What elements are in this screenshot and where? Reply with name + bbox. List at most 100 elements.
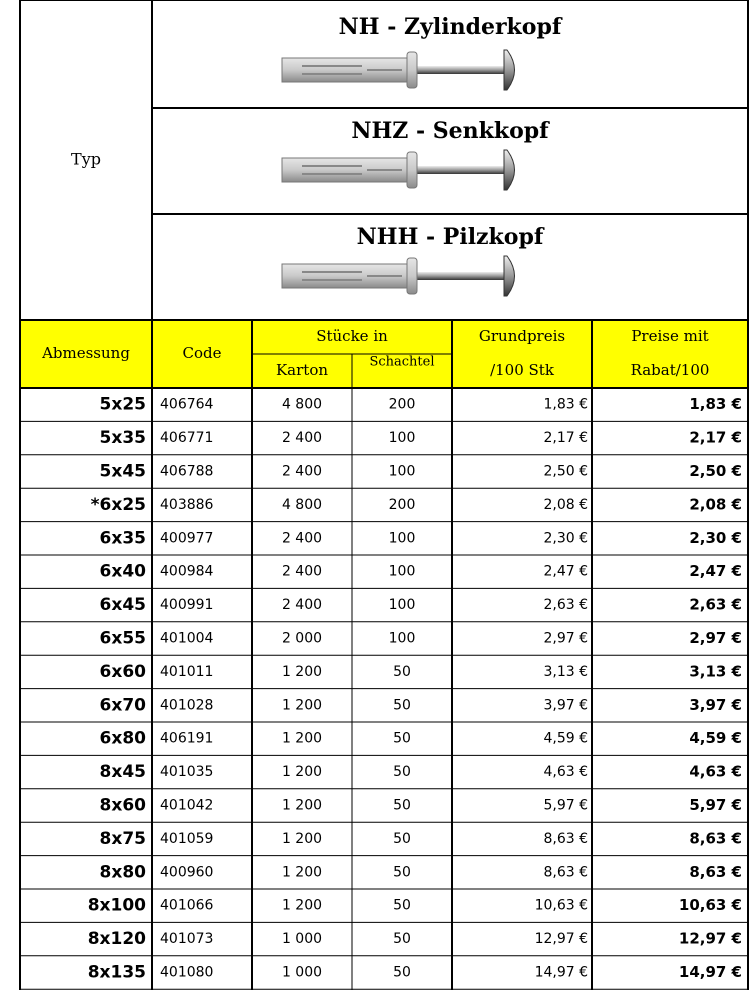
code: 406764: [160, 397, 214, 413]
column-header: Rabat/100: [631, 361, 710, 379]
base-price: 14,97 €: [535, 965, 588, 981]
carton-qty: 2 400: [282, 430, 322, 446]
box-qty: 50: [393, 965, 411, 981]
dimension: 8x60: [100, 796, 147, 816]
dimension: 8x75: [100, 829, 146, 849]
box-qty: 50: [393, 664, 411, 680]
carton-qty: 1 200: [282, 764, 322, 780]
dimension: 8x120: [88, 929, 146, 949]
discount-price: 14,97 €: [679, 963, 742, 981]
dimension: 6x80: [100, 729, 147, 749]
box-qty: 100: [389, 464, 416, 480]
dowel-image: [282, 150, 515, 190]
code: 406788: [160, 464, 213, 480]
box-qty: 100: [389, 564, 416, 580]
discount-price: 4,63 €: [689, 763, 742, 781]
discount-price: 2,30 €: [689, 529, 742, 547]
base-price: 2,08 €: [543, 497, 588, 513]
box-qty: 100: [389, 430, 416, 446]
dimension: 6x35: [100, 528, 146, 548]
carton-qty: 1 200: [282, 864, 322, 880]
box-qty: 200: [389, 497, 416, 513]
discount-price: 2,50 €: [689, 462, 742, 480]
product-name: NHH - Pilzkopf: [357, 224, 545, 250]
dimension: 6x55: [100, 629, 146, 649]
base-price: 2,97 €: [543, 631, 588, 647]
box-qty: 200: [389, 397, 416, 413]
code: 401042: [160, 798, 213, 814]
code: 401004: [160, 631, 214, 647]
discount-price: 3,13 €: [689, 662, 742, 680]
code: 401035: [160, 764, 213, 780]
carton-qty: 4 800: [282, 497, 322, 513]
box-qty: 50: [393, 731, 411, 747]
code: 401059: [160, 831, 213, 847]
box-qty: 100: [389, 631, 416, 647]
dowel-image: [282, 50, 515, 90]
carton-qty: 1 200: [282, 798, 322, 814]
column-header: Karton: [276, 361, 328, 379]
code: 401066: [160, 898, 214, 914]
box-qty: 50: [393, 764, 411, 780]
base-price: 5,97 €: [543, 798, 588, 814]
code: 401073: [160, 931, 213, 947]
dimension: 8x135: [88, 963, 146, 983]
code: 400960: [160, 864, 213, 880]
discount-price: 12,97 €: [679, 930, 742, 948]
column-header: Stücke in: [316, 327, 388, 345]
dimension: 5x35: [100, 428, 146, 448]
discount-price: 2,08 €: [689, 495, 742, 513]
carton-qty: 2 400: [282, 564, 322, 580]
column-header: Code: [183, 344, 222, 362]
discount-price: 8,63 €: [689, 863, 742, 881]
base-price: 10,63 €: [535, 898, 588, 914]
box-qty: 50: [393, 898, 411, 914]
discount-price: 2,97 €: [689, 629, 742, 647]
code: 406771: [160, 430, 213, 446]
column-header: Schachtel: [369, 355, 434, 370]
discount-price: 2,63 €: [689, 596, 742, 614]
column-header: /100 Stk: [490, 361, 555, 379]
dimension: *6x25: [91, 495, 146, 515]
carton-qty: 1 200: [282, 731, 322, 747]
discount-price: 4,59 €: [689, 729, 742, 747]
dimension: 8x80: [100, 862, 147, 882]
price-table: TypNH - ZylinderkopfNHZ - SenkkopfNHH - …: [0, 0, 750, 990]
box-qty: 100: [389, 597, 416, 613]
base-price: 2,47 €: [543, 564, 588, 580]
dimension: 5x25: [100, 395, 146, 415]
dimension: 6x70: [100, 695, 147, 715]
code: 406191: [160, 731, 213, 747]
base-price: 2,17 €: [543, 430, 588, 446]
discount-price: 1,83 €: [689, 395, 742, 413]
box-qty: 50: [393, 864, 411, 880]
discount-price: 10,63 €: [679, 896, 742, 914]
product-name: NH - Zylinderkopf: [339, 14, 563, 40]
column-header: Abmessung: [41, 344, 130, 362]
discount-price: 2,17 €: [689, 429, 742, 447]
base-price: 8,63 €: [543, 864, 588, 880]
dimension: 6x60: [100, 662, 147, 682]
discount-price: 5,97 €: [689, 796, 742, 814]
base-price: 4,63 €: [543, 764, 588, 780]
base-price: 3,13 €: [543, 664, 588, 680]
code: 400991: [160, 597, 213, 613]
column-header: Preise mit: [631, 327, 708, 345]
box-qty: 50: [393, 798, 411, 814]
carton-qty: 2 400: [282, 464, 322, 480]
discount-price: 2,47 €: [689, 562, 742, 580]
dimension: 8x45: [100, 762, 146, 782]
discount-price: 8,63 €: [689, 829, 742, 847]
code: 401028: [160, 697, 213, 713]
code: 401080: [160, 965, 213, 981]
base-price: 2,63 €: [543, 597, 588, 613]
dimension: 5x45: [100, 462, 146, 482]
dimension: 6x40: [100, 562, 147, 582]
type-label: Typ: [71, 150, 101, 169]
page: {"header":{"typ":"Typ","products":[{"nam…: [0, 0, 750, 995]
box-qty: 100: [389, 530, 416, 546]
dowel-image: [282, 256, 515, 296]
base-price: 8,63 €: [543, 831, 588, 847]
carton-qty: 1 200: [282, 898, 322, 914]
base-price: 12,97 €: [535, 931, 588, 947]
